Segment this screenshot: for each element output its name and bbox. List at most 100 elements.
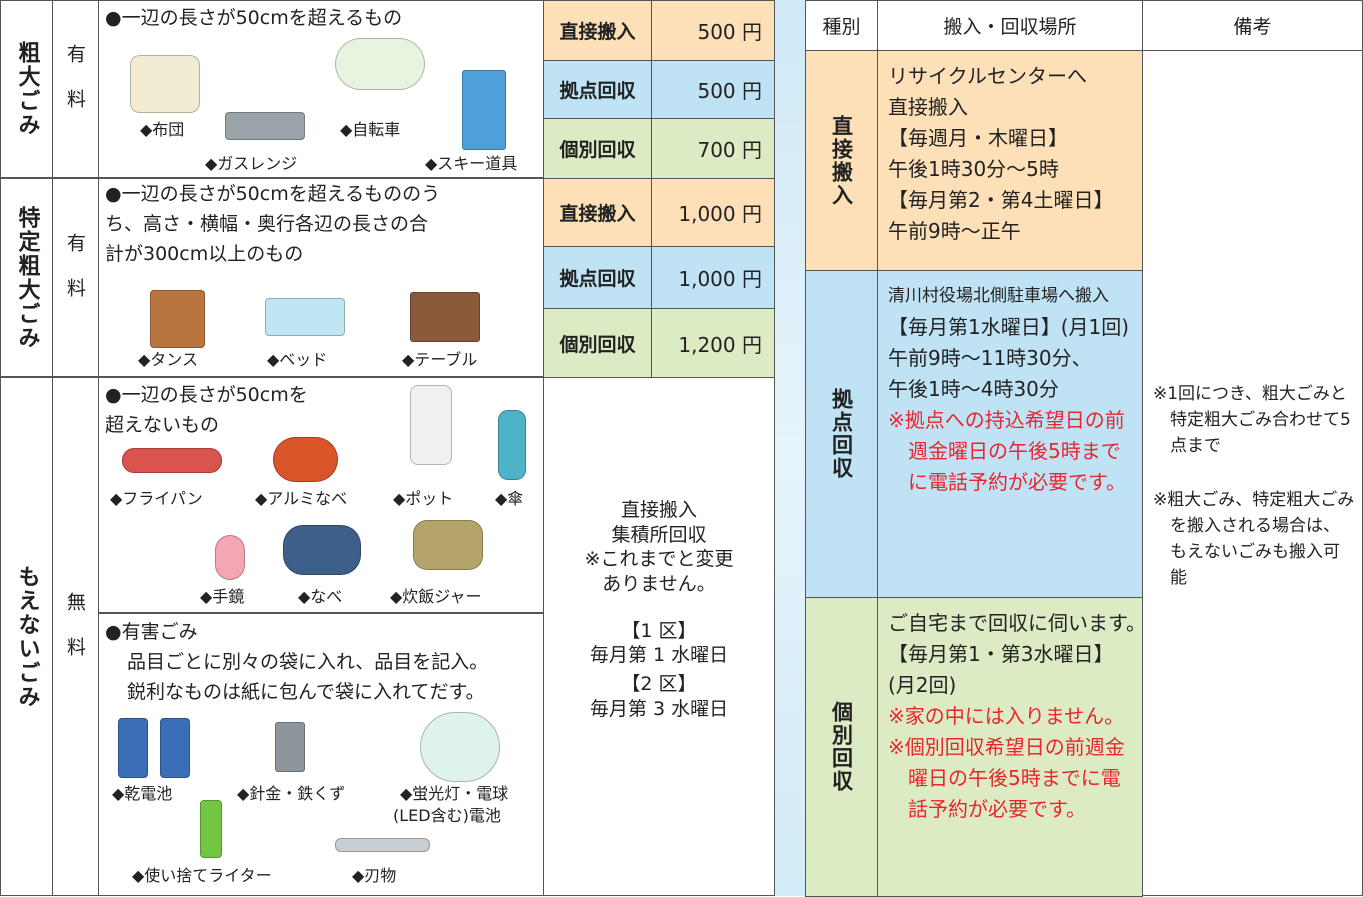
- icon: [462, 70, 506, 150]
- header-cell: 備考: [1142, 0, 1363, 51]
- header-cell: 種別: [805, 0, 878, 51]
- icon: [160, 718, 190, 778]
- item: ◆テーブル: [402, 350, 478, 369]
- place-line: 【毎月第1・第3水曜日】: [888, 642, 1114, 666]
- item: ◆使い捨てライター: [132, 866, 272, 885]
- icon: [122, 448, 222, 473]
- icon: [335, 838, 430, 852]
- remark: ※粗大ごみ、特定粗大ごみを搬入される場合は、もえないごみも搬入可能: [1153, 490, 1355, 588]
- item: ◆フライパン: [110, 489, 203, 508]
- item: ◆針金・鉄くず: [237, 784, 346, 803]
- place-line: 清川村役場北側駐車場へ搬入: [888, 286, 1109, 306]
- description-line: ●一辺の長さが50cmを超えるもののう: [105, 183, 441, 205]
- description-line: 鋭利なものは紙に包んで袋に入れてだす。: [127, 681, 485, 703]
- price: 700 円: [651, 118, 775, 179]
- icon: [273, 437, 338, 482]
- collection-line: ※これまでと変更: [584, 548, 734, 571]
- icon: [283, 525, 361, 575]
- price: 1,200 円: [651, 308, 775, 378]
- item: ◆ガスレンジ: [205, 154, 298, 173]
- place-line: 午後1時30分～5時: [888, 157, 1059, 181]
- place-line: 直接搬入: [888, 95, 968, 119]
- place-line: ※拠点への持込希望日の前週金曜日の午後5時までに電話予約が必要です。: [888, 408, 1126, 494]
- item: ◆ベッド: [267, 350, 328, 369]
- icon: [225, 112, 305, 140]
- item: ◆なべ: [298, 587, 343, 606]
- remarks-cell: ※1回につき、粗大ごみと特定粗大ごみ合わせて5点まで ※粗大ごみ、特定粗大ごみを搬…: [1142, 50, 1363, 896]
- item: ◆ポット: [393, 489, 454, 508]
- place-line: (月2回): [888, 673, 957, 697]
- place-line: 午前9時～正午: [888, 219, 1021, 243]
- place-line: 午後1時～4時30分: [888, 377, 1059, 401]
- place-line: 午前9時～11時30分、: [888, 346, 1092, 370]
- description-line: ●一辺の長さが50cmを: [105, 384, 308, 406]
- icon: [215, 535, 245, 580]
- category: もえないごみ: [0, 377, 53, 896]
- item: ◆蛍光灯・電球: [400, 784, 509, 803]
- description-line: 計が300cm以上のもの: [105, 243, 304, 265]
- item: ◆炊飯ジャー: [390, 587, 482, 606]
- item: ◆刃物: [352, 866, 397, 885]
- section-divider: [98, 612, 544, 614]
- item: ◆スキー道具: [425, 154, 518, 173]
- place-cell: 清川村役場北側駐車場へ搬入【毎月第1水曜日】(月1回) 午前9時～11時30分、午…: [877, 270, 1143, 598]
- method: 個別回収: [543, 118, 652, 179]
- item: ◆手鏡: [200, 587, 245, 606]
- place-line: ※家の中には入りません。: [888, 704, 1125, 728]
- price: 500 円: [651, 0, 775, 61]
- method: 拠点回収: [543, 60, 652, 119]
- place-line: 【毎月第1水曜日】(月1回): [888, 315, 1130, 339]
- icon: [410, 292, 480, 342]
- place-line: ご自宅まで回収に伺います。: [888, 611, 1146, 635]
- collection-line: 集積所回収: [611, 523, 707, 546]
- place-line: 【毎週月・木曜日】: [888, 126, 1068, 150]
- collection-line: 直接搬入: [620, 499, 697, 521]
- icon: [335, 38, 425, 90]
- description-line: 品目ごとに別々の袋に入れ、品目を記入。: [127, 651, 489, 673]
- collection-line: ありません。: [602, 573, 716, 596]
- header-cell: 搬入・回収場所: [877, 0, 1143, 51]
- place-cell: リサイクルセンターへ 直接搬入【毎週月・木曜日】 午後1時30分～5時【毎月第2・第…: [877, 50, 1143, 271]
- collection-line: 毎月第 1 水曜日: [589, 644, 729, 667]
- place-line: 【毎月第2・第4土曜日】: [888, 188, 1114, 212]
- category: 特定粗大ごみ: [0, 178, 53, 377]
- collection-line: 毎月第 3 水曜日: [589, 697, 729, 720]
- category: 粗大ごみ: [0, 0, 53, 178]
- item: ◆乾電池: [112, 784, 173, 803]
- type: 拠点回収: [805, 270, 878, 598]
- icon: [420, 712, 500, 782]
- icon: [265, 298, 345, 336]
- icon: [498, 410, 526, 480]
- item: ◆布団: [140, 120, 185, 139]
- method: 直接搬入: [543, 0, 652, 61]
- collection-line: 【2 区】: [621, 673, 697, 696]
- method: 個別回収: [543, 308, 652, 378]
- description-line: ●一辺の長さが50cmを超えるもの: [105, 7, 403, 29]
- place-line: リサイクルセンターへ: [888, 64, 1087, 88]
- item: ◆自転車: [340, 120, 401, 139]
- description-line: ●有害ごみ: [105, 621, 198, 643]
- place-cell: ご自宅まで回収に伺います。 【毎月第1・第3水曜日】 (月2回) ※家の中には入りませ…: [877, 597, 1146, 897]
- icon: [130, 55, 200, 113]
- item: ◆傘: [495, 489, 524, 508]
- price: 1,000 円: [651, 178, 775, 247]
- icon: [150, 290, 205, 348]
- icon: [410, 385, 452, 465]
- item: (LED含む)電池: [393, 806, 501, 825]
- method: 拠点回収: [543, 246, 652, 309]
- fee: 有料: [52, 0, 99, 178]
- fee: 有料: [52, 178, 99, 377]
- place-line: ※個別回収希望日の前週金曜日の午後5時までに電話予約が必要です。: [888, 735, 1125, 821]
- collection: 直接搬入 集積所回収 ※これまでと変更 ありません。 【1 区】 毎月第 1 水曜日 【2 …: [543, 377, 775, 896]
- icon: [200, 800, 222, 858]
- item: ◆タンス: [138, 350, 198, 369]
- method: 直接搬入: [543, 178, 652, 247]
- collection-line: 【1 区】: [621, 619, 697, 642]
- icon: [275, 722, 305, 772]
- type: 個別回収: [805, 597, 878, 897]
- remark: ※1回につき、粗大ごみと特定粗大ごみ合わせて5点まで: [1153, 384, 1351, 456]
- fee: 無料: [52, 377, 99, 896]
- item: ◆アルミなべ: [255, 489, 348, 508]
- price: 500 円: [651, 60, 775, 119]
- price: 1,000 円: [651, 246, 775, 309]
